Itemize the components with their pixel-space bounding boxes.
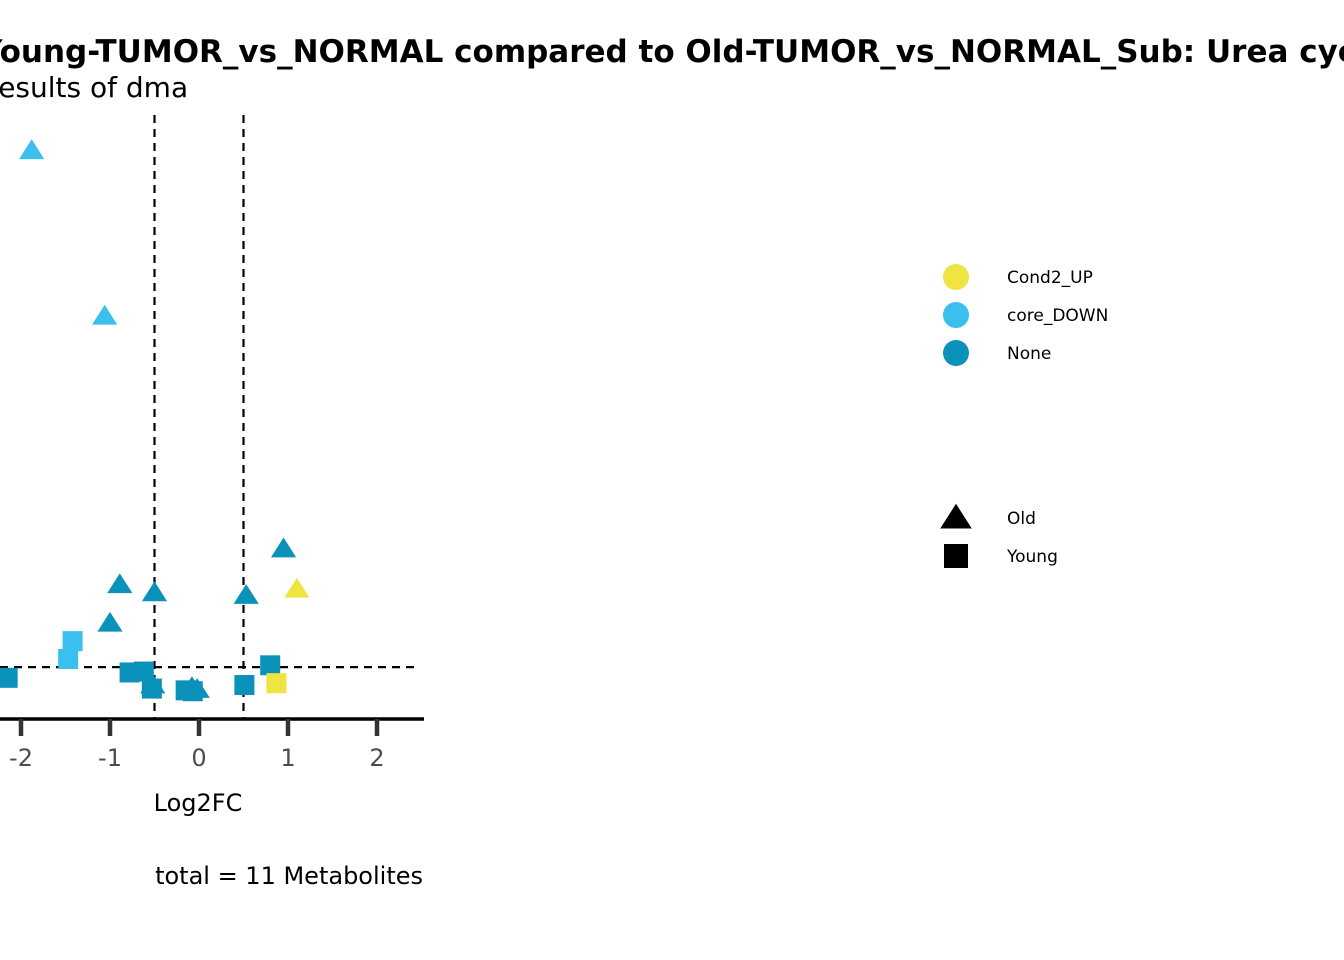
data-point-triangle: [233, 584, 259, 604]
x-tick-label: 1: [280, 744, 295, 772]
data-point-square: [58, 649, 79, 670]
legend-color-key: [943, 264, 969, 290]
data-point-triangle: [19, 139, 45, 160]
data-point-triangle: [270, 537, 297, 558]
data-point-square: [133, 661, 154, 682]
chart-title: Young-TUMOR_vs_NORMAL compared to Old-TU…: [0, 34, 1344, 70]
data-point-triangle: [97, 611, 123, 632]
x-axis-title: Log2FC: [154, 789, 243, 817]
data-point-square: [234, 674, 255, 695]
legend-color-label: Cond2_UP: [1007, 268, 1093, 288]
legend-color-key: [943, 340, 969, 366]
data-point-triangle: [141, 581, 168, 602]
data-point-square: [182, 681, 203, 702]
legend-shape-label: Old: [1007, 509, 1036, 529]
x-axis-ticks: -2 -1 0 1 2: [9, 719, 385, 772]
x-tick-label: 2: [369, 744, 384, 772]
legend-shape-key-triangle: [940, 503, 972, 529]
legend-shape-key-square: [944, 544, 968, 568]
legend-color-label: core_DOWN: [1007, 306, 1108, 326]
data-point-triangle: [92, 304, 118, 325]
caption: total = 11 Metabolites: [155, 862, 423, 890]
data-point-square: [0, 667, 18, 688]
shape-legend: Old Young: [940, 503, 1058, 568]
data-point-square: [62, 631, 83, 652]
legend-color-label: None: [1007, 344, 1051, 364]
x-tick-label: -1: [98, 744, 122, 772]
x-tick-label: -2: [9, 744, 33, 772]
color-legend: Cond2_UP core_DOWN None: [943, 264, 1108, 366]
plot-area: [0, 115, 415, 719]
data-point-triangle: [284, 577, 310, 598]
data-point-triangle: [107, 573, 133, 594]
data-point-square: [260, 655, 281, 676]
data-point-square: [266, 673, 287, 694]
data-point-square: [141, 678, 162, 699]
legend-color-key: [943, 302, 969, 328]
x-tick-label: 0: [191, 744, 206, 772]
legend-shape-label: Young: [1006, 547, 1058, 567]
chart-subtitle: Results of dma: [0, 71, 188, 104]
